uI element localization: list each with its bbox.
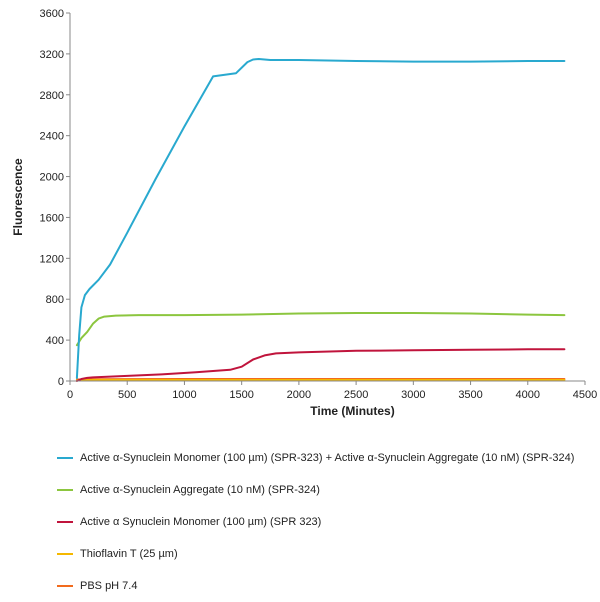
x-tick-label: 500 bbox=[118, 389, 136, 401]
series-line-3 bbox=[77, 349, 565, 381]
series-line-2 bbox=[77, 313, 565, 345]
x-tick-label: 3500 bbox=[458, 389, 482, 401]
x-tick-label: 4000 bbox=[516, 389, 540, 401]
x-tick-label: 2000 bbox=[287, 389, 311, 401]
legend-swatch bbox=[57, 521, 73, 523]
legend-item: Active α Synuclein Monomer (100 µm) (SPR… bbox=[57, 506, 597, 538]
legend: Active α-Synuclein Monomer (100 µm) (SPR… bbox=[57, 442, 597, 602]
y-tick-label: 2000 bbox=[40, 172, 64, 184]
y-tick-label: 0 bbox=[58, 376, 64, 388]
y-tick-label: 1200 bbox=[40, 253, 64, 265]
legend-label: Active α-Synuclein Aggregate (10 nM) (SP… bbox=[80, 484, 320, 496]
x-tick-label: 4500 bbox=[573, 389, 597, 401]
legend-label: PBS pH 7.4 bbox=[80, 580, 137, 592]
legend-swatch bbox=[57, 489, 73, 491]
legend-label: Active α-Synuclein Monomer (100 µm) (SPR… bbox=[80, 452, 574, 464]
y-tick-label: 800 bbox=[46, 294, 64, 306]
y-tick-label: 2800 bbox=[40, 90, 64, 102]
legend-item: Thioflavin T (25 µm) bbox=[57, 538, 597, 570]
legend-swatch bbox=[57, 585, 73, 587]
legend-label: Active α Synuclein Monomer (100 µm) (SPR… bbox=[80, 516, 321, 528]
legend-swatch bbox=[57, 457, 73, 459]
x-tick-label: 3000 bbox=[401, 389, 425, 401]
x-tick-label: 1000 bbox=[172, 389, 196, 401]
legend-swatch bbox=[57, 553, 73, 555]
x-tick-label: 2500 bbox=[344, 389, 368, 401]
series-line-1 bbox=[77, 59, 565, 378]
y-tick-label: 2400 bbox=[40, 131, 64, 143]
legend-label: Thioflavin T (25 µm) bbox=[80, 548, 178, 560]
legend-item: Active α-Synuclein Aggregate (10 nM) (SP… bbox=[57, 474, 597, 506]
legend-item: Active α-Synuclein Monomer (100 µm) (SPR… bbox=[57, 442, 597, 474]
x-axis-title: Time (Minutes) bbox=[310, 404, 394, 418]
y-tick-label: 3200 bbox=[40, 49, 64, 61]
x-tick-label: 1500 bbox=[229, 389, 253, 401]
x-tick-label: 0 bbox=[67, 389, 73, 401]
legend-item: PBS pH 7.4 bbox=[57, 570, 597, 602]
y-tick-label: 3600 bbox=[40, 8, 64, 20]
line-chart: 0 400 800 1200 1600 2000 2400 2800 3200 3600 0 500… bbox=[0, 0, 600, 440]
y-tick-label: 1600 bbox=[40, 212, 64, 224]
y-tick-label: 400 bbox=[46, 335, 64, 347]
y-axis-title: Fluorescence bbox=[11, 158, 25, 236]
